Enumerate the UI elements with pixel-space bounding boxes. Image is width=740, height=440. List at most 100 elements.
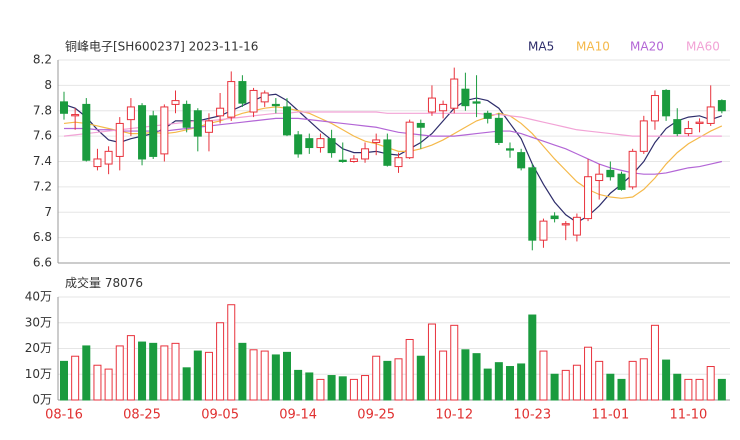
candle-body [494, 117, 503, 143]
volume-bar [294, 369, 303, 401]
volume-bar [305, 372, 314, 401]
candle-body [394, 157, 403, 168]
candle-body [283, 106, 291, 136]
volume-bar [550, 373, 559, 401]
volume-bar [561, 369, 570, 401]
candle-body [338, 159, 347, 162]
candle-body [71, 114, 80, 117]
candle-body [517, 152, 526, 169]
y-tick-label: 6.6 [33, 256, 52, 270]
volume-bar [662, 359, 671, 401]
x-tick-label: 08-16 [45, 408, 83, 423]
volume-bar [405, 338, 414, 401]
volume-bar [204, 351, 213, 401]
candle-body [606, 169, 615, 178]
candle-body [673, 119, 682, 135]
y-tick-label: 0万 [32, 393, 52, 407]
legend-entry: MA60 [686, 40, 720, 54]
candle-body [439, 103, 448, 112]
volume-bar [115, 345, 124, 401]
candle-body [584, 176, 593, 220]
ma-line [64, 117, 722, 175]
volume-bar [684, 378, 693, 401]
y-tick-label: 10万 [25, 367, 52, 381]
volume-bar [93, 364, 102, 401]
candle-body [405, 121, 414, 159]
candle-body [171, 100, 180, 105]
volume-bar [227, 304, 236, 401]
volume-bar [327, 375, 336, 401]
candle-body [327, 138, 336, 154]
x-tick-label: 09-05 [201, 408, 239, 423]
volume-bar [528, 314, 537, 401]
candle-body [82, 103, 91, 161]
chart-title: 铜峰电子[SH600237] 2023-11-16 [65, 39, 258, 54]
volume-bar [673, 373, 682, 401]
volume-bar [394, 358, 403, 401]
volume-bar [628, 360, 637, 401]
volume-bar [483, 368, 492, 401]
candle-body [506, 148, 514, 151]
candle-body [717, 100, 726, 112]
ma-line [63, 93, 723, 224]
candle-body [706, 106, 715, 124]
y-tick-label: 8 [44, 78, 52, 92]
legend-entry: MA10 [576, 40, 610, 54]
volume-bar [695, 378, 704, 401]
legend-entry: MA20 [630, 40, 664, 54]
volume-bar [372, 355, 381, 401]
volume-bar [416, 355, 425, 401]
candle-body [628, 150, 637, 188]
candle-body [572, 216, 581, 236]
volume-bar [584, 346, 593, 401]
ma-line [63, 111, 722, 137]
candle-body [126, 106, 135, 121]
candle-body [238, 81, 247, 104]
x-tick-label: 09-25 [357, 408, 395, 423]
volume-bar [149, 342, 158, 401]
y-tick-label: 7.2 [33, 179, 52, 193]
candle-body [561, 223, 570, 226]
volume-bar [349, 378, 358, 401]
y-tick-label: 20万 [25, 341, 52, 355]
candle-body [104, 150, 113, 165]
volume-bar [182, 367, 191, 401]
candle-body [550, 215, 559, 220]
candle-body [461, 88, 470, 107]
volume-bar [338, 376, 347, 401]
y-tick-label: 7.6 [33, 129, 52, 143]
candle-body [416, 122, 425, 128]
volume-bar [71, 355, 80, 401]
candle-body [472, 101, 481, 104]
candle-body [249, 89, 258, 113]
x-tick-label: 08-25 [123, 408, 161, 423]
candle-body [305, 138, 314, 149]
y-tick-label: 6.8 [33, 230, 52, 244]
volume-bar [639, 358, 648, 401]
x-tick-label: 10-12 [435, 408, 473, 423]
volume-bar [717, 378, 726, 401]
volume-bar [517, 363, 526, 401]
legend-entry: MA5 [528, 40, 554, 54]
candle-body [361, 148, 370, 160]
candle-body [695, 121, 704, 124]
volume-bar [706, 366, 715, 401]
volume-bar [283, 351, 291, 401]
volume-bar [216, 322, 225, 401]
volume-bar [539, 350, 548, 401]
volume-bar [238, 342, 247, 401]
candle-body [60, 101, 68, 114]
candle-body [483, 112, 492, 119]
candle-body [650, 95, 659, 122]
x-tick-label: 11-01 [591, 408, 629, 423]
candle-body [316, 138, 325, 149]
volume-bar [193, 350, 202, 401]
candle-body [160, 106, 169, 155]
volume-label: 成交量 [65, 275, 101, 290]
candle-body [227, 81, 236, 118]
candle-body [260, 92, 269, 103]
y-tick-label: 7.4 [33, 154, 52, 168]
volume-bar [249, 349, 258, 401]
volume-last-value: 78076 [105, 276, 143, 290]
